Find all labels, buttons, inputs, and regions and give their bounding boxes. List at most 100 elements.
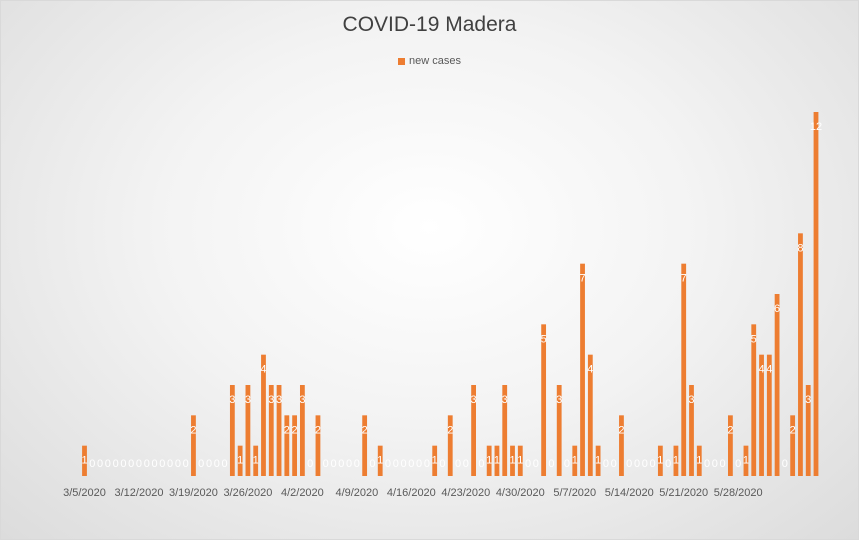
data-label: 2 [790, 424, 796, 436]
bar [432, 445, 438, 476]
data-label: 1 [432, 455, 438, 467]
bar [798, 233, 803, 476]
data-label: 2 [727, 424, 733, 436]
data-label: 7 [681, 273, 687, 285]
data-label: 0 [175, 458, 181, 470]
data-label: 0 [307, 458, 313, 470]
x-tick-label: 5/28/2020 [714, 487, 763, 499]
x-tick-label: 4/23/2020 [441, 487, 490, 499]
data-label: 0 [564, 458, 570, 470]
data-label: 3 [502, 394, 508, 406]
data-label: 3 [276, 394, 282, 406]
bar [82, 445, 87, 476]
data-label: 3 [471, 394, 477, 406]
data-label: 1 [377, 455, 383, 467]
bar [556, 385, 562, 476]
data-label: 1 [81, 455, 87, 467]
data-label: 0 [782, 458, 788, 470]
data-label: 0 [128, 458, 134, 470]
bar [774, 294, 780, 476]
data-label: 0 [323, 458, 329, 470]
data-label: 4 [260, 364, 266, 376]
data-label: 0 [665, 458, 671, 470]
bar [743, 445, 749, 476]
data-label: 0 [206, 458, 212, 470]
data-label: 1 [253, 455, 259, 467]
bar [541, 324, 547, 476]
bar [728, 415, 733, 476]
data-label: 12 [810, 121, 822, 133]
data-label: 0 [408, 458, 414, 470]
data-label: 4 [766, 364, 772, 376]
bar [261, 354, 266, 476]
data-label: 3 [229, 394, 235, 406]
data-label: 0 [105, 458, 111, 470]
bar [595, 445, 601, 476]
data-label: 0 [704, 458, 710, 470]
data-label: 1 [673, 455, 679, 467]
bar [813, 112, 819, 476]
data-label: 3 [299, 394, 305, 406]
bar [502, 385, 508, 476]
data-label: 1 [486, 455, 492, 467]
bar [276, 385, 282, 476]
data-label: 3 [556, 394, 562, 406]
data-label: 5 [751, 333, 757, 345]
x-tick-label: 5/21/2020 [659, 487, 708, 499]
bar [580, 263, 585, 476]
data-label: 0 [369, 458, 375, 470]
data-label: 3 [805, 394, 811, 406]
data-label: 1 [595, 455, 601, 467]
data-label: 0 [463, 458, 469, 470]
data-label: 2 [447, 424, 453, 436]
data-label: 1 [494, 455, 500, 467]
data-label: 4 [587, 364, 593, 376]
data-label: 0 [548, 458, 554, 470]
bar [587, 354, 593, 476]
bar [759, 354, 764, 476]
x-tick-label: 3/5/2020 [63, 487, 106, 499]
data-label: 2 [362, 424, 368, 436]
legend-swatch [398, 57, 405, 65]
bar [229, 385, 235, 476]
data-label: 2 [190, 424, 196, 436]
data-label: 0 [642, 458, 648, 470]
bar [362, 415, 368, 476]
data-label: 3 [268, 394, 274, 406]
data-label: 1 [743, 455, 749, 467]
data-label: 1 [696, 455, 702, 467]
data-label: 0 [416, 458, 422, 470]
data-label: 1 [237, 455, 243, 467]
x-tick-label: 3/12/2020 [115, 487, 164, 499]
bar [572, 445, 578, 476]
data-label: 0 [455, 458, 461, 470]
data-label: 1 [572, 455, 578, 467]
data-label: 0 [151, 458, 157, 470]
data-label: 0 [120, 458, 126, 470]
bar [268, 385, 274, 476]
bar [253, 445, 259, 476]
data-label: 5 [541, 333, 547, 345]
data-label: 0 [354, 458, 360, 470]
data-label: 2 [292, 424, 298, 436]
bar [377, 445, 383, 476]
data-label: 0 [735, 458, 741, 470]
data-label: 0 [603, 458, 609, 470]
data-label: 2 [315, 424, 321, 436]
data-label: 0 [525, 458, 531, 470]
data-label: 0 [634, 458, 640, 470]
x-tick-label: 4/2/2020 [281, 487, 324, 499]
bar [315, 415, 321, 476]
bar [689, 385, 694, 476]
data-label: 0 [214, 458, 220, 470]
legend-label: new cases [409, 55, 461, 67]
x-tick-label: 4/30/2020 [496, 487, 545, 499]
data-label: 0 [144, 458, 150, 470]
data-label: 0 [611, 458, 617, 470]
data-label: 0 [113, 458, 119, 470]
chart-legend: new cases [1, 55, 858, 67]
data-label: 8 [797, 242, 803, 254]
data-label: 0 [393, 458, 399, 470]
bar [696, 445, 702, 476]
